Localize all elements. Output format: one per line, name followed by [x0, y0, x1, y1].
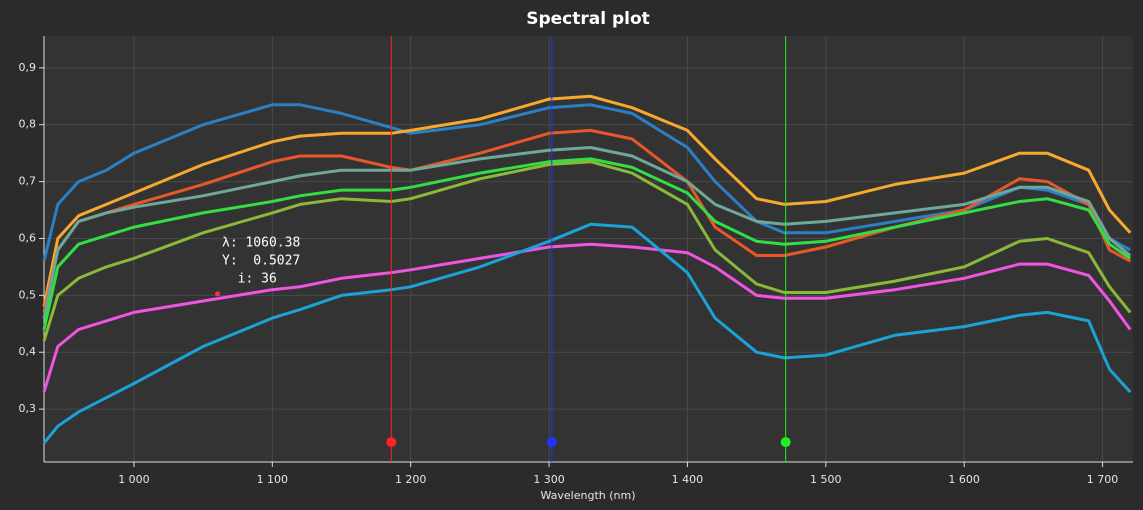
x-tick-label: 1 500 — [810, 473, 842, 486]
y-tick-label: 0,7 — [19, 175, 37, 188]
x-tick-label: 1 200 — [395, 473, 427, 486]
plot-area — [44, 36, 1133, 462]
readout-text: λ: 1060.38 — [222, 236, 300, 251]
readout-text: Y: 0.5027 — [222, 254, 300, 269]
spectrum-line — [42, 242, 1132, 393]
cursor-handle — [780, 437, 791, 448]
spectrum-line — [42, 160, 1132, 342]
y-tick-label: 0,4 — [19, 345, 37, 358]
x-tick-label: 1 300 — [533, 473, 565, 486]
spectrum-line — [42, 128, 1131, 313]
spectrum-line — [42, 103, 1131, 262]
y-tick-label: 0,3 — [19, 402, 37, 415]
y-tick-label: 0,9 — [19, 61, 37, 74]
x-tick-label: 1 400 — [672, 473, 704, 486]
y-tick-label: 0,5 — [19, 288, 37, 301]
cursor-handle — [546, 437, 557, 448]
x-tick-label: 1 000 — [118, 473, 150, 486]
spectrum-line — [42, 157, 1132, 330]
x-tick-label: 1 700 — [1087, 473, 1119, 486]
x-tick-label: 1 100 — [257, 473, 289, 486]
readout-text: i: 36 — [222, 272, 277, 287]
y-tick-label: 0,8 — [19, 118, 37, 131]
spectrum-line — [42, 222, 1132, 445]
spectrum-line — [42, 94, 1132, 307]
chart-title: Spectral plot — [526, 9, 650, 29]
x-axis-label: Wavelength (nm) — [540, 489, 635, 502]
cursor-handle — [386, 437, 397, 448]
spectrum-line — [42, 146, 1132, 319]
y-tick-label: 0,6 — [19, 231, 37, 244]
x-tick-label: 1 600 — [948, 473, 980, 486]
readout-point — [214, 291, 220, 297]
